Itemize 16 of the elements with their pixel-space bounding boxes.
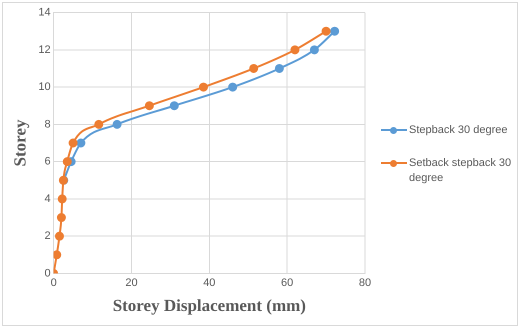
y-tick-label: 12 bbox=[38, 44, 51, 56]
y-tick-label: 0 bbox=[44, 267, 51, 280]
legend-label: Setback stepback 30 degree bbox=[409, 156, 512, 186]
y-tick-label: 10 bbox=[38, 81, 51, 94]
y-axis-title: Storey bbox=[10, 119, 30, 166]
x-tick-label: 80 bbox=[358, 277, 372, 290]
y-tick-label: 4 bbox=[44, 192, 51, 205]
y-tick-label: 14 bbox=[38, 6, 51, 19]
y-tick-label: 2 bbox=[44, 230, 51, 242]
legend-label: Stepback 30 degree bbox=[409, 123, 508, 138]
y-tick-label: 6 bbox=[44, 156, 51, 168]
x-tick-label: 40 bbox=[203, 277, 216, 290]
x-tick-label: 60 bbox=[281, 277, 294, 290]
x-tick-label: 20 bbox=[125, 277, 138, 290]
x-axis-title: Storey Displacement (mm) bbox=[112, 296, 306, 316]
y-tick-label: 8 bbox=[44, 118, 51, 130]
